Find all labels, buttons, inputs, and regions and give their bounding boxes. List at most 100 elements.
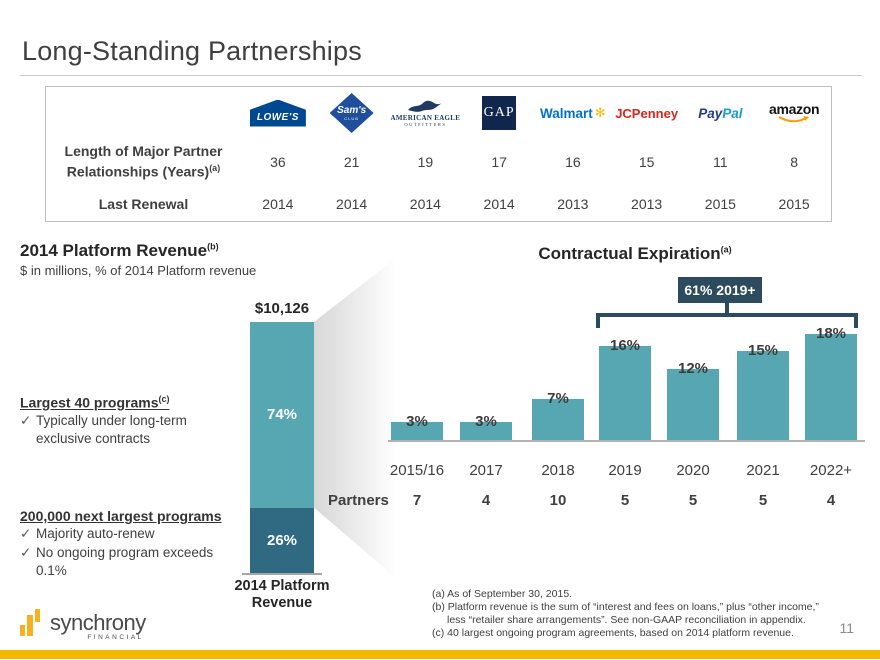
synchrony-logo: synchrony FINANCIAL bbox=[20, 607, 146, 641]
jcpenney-logo: JCPenney bbox=[615, 105, 679, 121]
table-corner bbox=[46, 87, 241, 139]
stacked-segment-74%: 74% bbox=[250, 322, 314, 508]
paypal-logo: PayPal bbox=[698, 105, 743, 121]
lowes-logo: LOWE'S bbox=[241, 87, 315, 139]
largest-programs-block: Largest 40 programs(c) ✓ Typically under… bbox=[20, 394, 232, 448]
bar-value-label: 7% bbox=[547, 390, 569, 407]
stacked-bar-caption: 2014 Platform Revenue bbox=[234, 578, 330, 611]
annotation-stem bbox=[725, 302, 729, 315]
annotation-box: 61% 2019+ bbox=[678, 277, 762, 303]
renewal-value: 2013 bbox=[557, 196, 589, 212]
amazon-smile-icon bbox=[778, 115, 810, 122]
footnote-b: (b) Platform revenue is the sum of “inte… bbox=[432, 601, 819, 613]
gap-square-icon: GAP bbox=[482, 96, 517, 130]
category-label: 2021 bbox=[746, 462, 780, 479]
stacked-bar-total: $10,126 bbox=[254, 300, 310, 317]
partners-count: 7 bbox=[412, 492, 422, 509]
renewal-value: 2013 bbox=[631, 196, 663, 212]
years-value: 16 bbox=[565, 154, 581, 170]
renewal-value: 2015 bbox=[704, 196, 736, 212]
renewal-value: 2014 bbox=[483, 196, 515, 212]
stacked-bar-axis bbox=[242, 573, 322, 575]
years-value: 17 bbox=[491, 154, 507, 170]
expiration-bar-2015/16 bbox=[391, 422, 443, 440]
footnote-a: (a) As of September 30, 2015. bbox=[432, 588, 573, 600]
next-programs-heading: 200,000 next largest programs bbox=[20, 508, 222, 524]
years-value: 36 bbox=[270, 154, 286, 170]
partners-count: 10 bbox=[549, 492, 567, 509]
synchrony-financial-label: FINANCIAL bbox=[87, 634, 144, 641]
checkmark-icon: ✓ bbox=[20, 412, 32, 428]
synchrony-wordmark: synchrony bbox=[50, 610, 146, 635]
sams-diamond-icon: Sam's CLUB bbox=[329, 93, 374, 133]
sams-club-logo: Sam's CLUB bbox=[315, 87, 389, 139]
lowes-house-icon: LOWE'S bbox=[249, 99, 306, 127]
years-value: 21 bbox=[343, 154, 360, 170]
expiration-bar-2021 bbox=[737, 351, 789, 440]
gap-logo: GAP bbox=[462, 87, 536, 139]
stacked-bar: 74% 26% bbox=[250, 322, 314, 573]
amazon-logo: amazon bbox=[757, 87, 831, 139]
partners-row-label: Partners bbox=[328, 492, 389, 509]
bar-value-label: 12% bbox=[677, 360, 709, 377]
bottom-accent-bar bbox=[0, 650, 880, 659]
renewal-value: 2014 bbox=[409, 196, 441, 212]
partner-table: LOWE'S Sam's CLUB AMERICAN EAGLE OUTFITT… bbox=[45, 86, 832, 222]
partners-count: 4 bbox=[481, 492, 491, 509]
bracket-line bbox=[596, 313, 858, 317]
checkmark-icon: ✓ bbox=[20, 545, 32, 560]
slide-title: Long-Standing Partnerships bbox=[22, 36, 362, 66]
next-programs-block: 200,000 next largest programs ✓ Majority… bbox=[20, 508, 232, 580]
bullet-item: ✓ Majority auto-renew bbox=[20, 526, 155, 541]
platform-revenue-subtitle: $ in millions, % of 2014 Platform revenu… bbox=[20, 263, 257, 278]
category-label: 2022+ bbox=[809, 462, 853, 479]
bar-value-label: 3% bbox=[475, 413, 497, 430]
largest-programs-heading: Largest 40 programs(c) bbox=[20, 394, 170, 411]
footnote-c: (c) 40 largest ongoing program agreement… bbox=[432, 627, 794, 639]
bar-value-label: 16% bbox=[609, 337, 641, 354]
bracket-right-tick bbox=[854, 313, 858, 328]
category-label: 2018 bbox=[541, 462, 575, 479]
footnotes: (a) As of September 30, 2015. (b) Platfo… bbox=[432, 588, 819, 640]
partners-count: 5 bbox=[758, 492, 768, 509]
eagle-icon bbox=[408, 100, 443, 112]
page-number: 11 bbox=[839, 620, 854, 636]
expiration-chart-title: Contractual Expiration(a) bbox=[538, 244, 732, 263]
bar-value-label: 18% bbox=[815, 325, 847, 342]
synchrony-bars-icon bbox=[20, 609, 40, 636]
bar-value-label: 3% bbox=[406, 413, 428, 430]
bracket-left-tick bbox=[596, 313, 600, 328]
renewal-value: 2014 bbox=[262, 196, 294, 212]
walmart-spark-icon: ✻ bbox=[594, 105, 606, 120]
category-label: 2015/16 bbox=[389, 462, 445, 479]
platform-revenue-heading: 2014 Platform Revenue(b) bbox=[20, 241, 219, 260]
expiration-bar-2020 bbox=[667, 369, 719, 440]
bullet-item: ✓ No ongoing program exceeds 0.1% bbox=[20, 545, 214, 578]
partners-count: 4 bbox=[826, 492, 836, 509]
partners-count: 5 bbox=[620, 492, 630, 509]
expiration-bar-2017 bbox=[460, 422, 512, 440]
years-value: 15 bbox=[638, 154, 655, 170]
bar-value-label: 15% bbox=[747, 342, 779, 359]
american-eagle-logo: AMERICAN EAGLE OUTFITTERS bbox=[389, 87, 463, 139]
relationship-length-label: Length of Major Partner Relationships (Y… bbox=[64, 143, 223, 180]
years-value: 8 bbox=[790, 154, 799, 170]
category-label: 2020 bbox=[676, 462, 710, 479]
renewal-value: 2015 bbox=[778, 196, 810, 212]
expiration-chart-axis bbox=[388, 440, 865, 442]
expiration-bar-2022+ bbox=[805, 334, 857, 440]
category-label: 2017 bbox=[469, 462, 503, 479]
renewal-value: 2014 bbox=[336, 196, 368, 212]
years-value: 11 bbox=[713, 154, 728, 170]
years-value: 19 bbox=[417, 154, 434, 170]
expiration-bar-2019 bbox=[599, 346, 651, 440]
partners-count: 5 bbox=[688, 492, 698, 509]
footnote-b-line2: less “retailer share arrangements”. See … bbox=[447, 614, 806, 626]
expiration-bar-2018 bbox=[532, 399, 584, 440]
walmart-logo: Walmart ✻ bbox=[540, 105, 606, 121]
title-divider bbox=[20, 75, 862, 76]
category-label: 2019 bbox=[608, 462, 642, 479]
bullet-item: ✓ Typically under long-term exclusive co… bbox=[20, 412, 187, 446]
stacked-segment-26%: 26% bbox=[250, 507, 314, 573]
